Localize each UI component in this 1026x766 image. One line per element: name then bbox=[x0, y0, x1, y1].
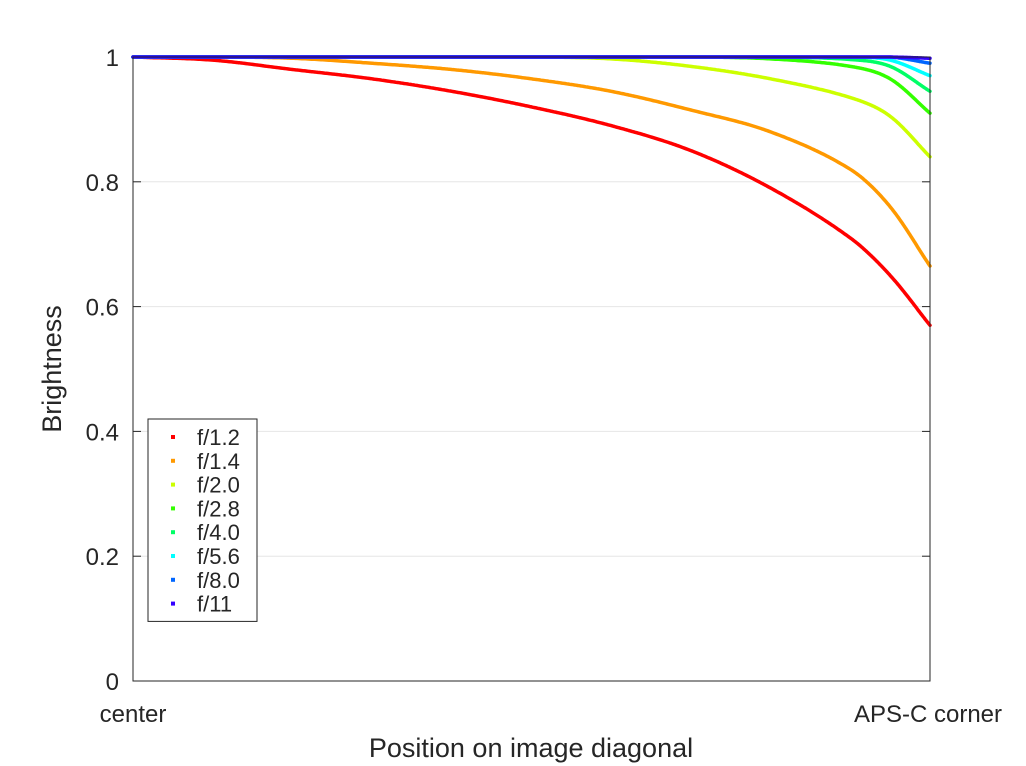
y-axis-label: Brightness bbox=[37, 305, 67, 433]
series-group bbox=[131, 55, 932, 328]
legend-marker bbox=[171, 482, 175, 487]
legend-marker bbox=[171, 435, 175, 439]
grid-lines bbox=[133, 181, 930, 557]
plot-frame bbox=[132, 56, 931, 682]
y-tick-label: 0.6 bbox=[86, 295, 119, 322]
legend-marker bbox=[171, 458, 175, 463]
y-tick-label: 0.2 bbox=[86, 544, 119, 571]
legend-marker bbox=[171, 601, 175, 606]
legend-box bbox=[147, 418, 258, 622]
axes: 0 0.2 0.4 0.6 0.8 1 center APS-C corner bbox=[86, 45, 1002, 728]
legend-label: f/2.8 bbox=[197, 496, 240, 521]
series-line-f-1-2 bbox=[131, 55, 932, 328]
legend-label: f/4.0 bbox=[197, 520, 240, 545]
legend-marker bbox=[171, 554, 175, 558]
x-tick-label: APS-C corner bbox=[854, 701, 1002, 728]
y-tick-label: 0.4 bbox=[86, 419, 119, 446]
y-tick-label: 0 bbox=[106, 669, 119, 696]
x-tick-label: center bbox=[100, 701, 167, 728]
legend: f/1.2f/1.4f/2.0f/2.8f/4.0f/5.6f/8.0f/11 bbox=[147, 418, 258, 622]
x-axis-label: Position on image diagonal bbox=[369, 733, 693, 763]
legend-marker bbox=[171, 530, 175, 535]
legend-marker bbox=[171, 577, 175, 582]
y-tick-label: 1 bbox=[106, 45, 119, 72]
legend-label: f/5.6 bbox=[197, 544, 240, 569]
legend-label: f/1.4 bbox=[197, 449, 240, 474]
legend-label: f/8.0 bbox=[197, 568, 240, 593]
legend-label: f/1.2 bbox=[197, 425, 240, 450]
legend-marker bbox=[171, 506, 175, 511]
y-tick-label: 0.8 bbox=[86, 170, 119, 197]
legend-label: f/2.0 bbox=[197, 473, 240, 498]
legend-label: f/11 bbox=[197, 592, 232, 617]
